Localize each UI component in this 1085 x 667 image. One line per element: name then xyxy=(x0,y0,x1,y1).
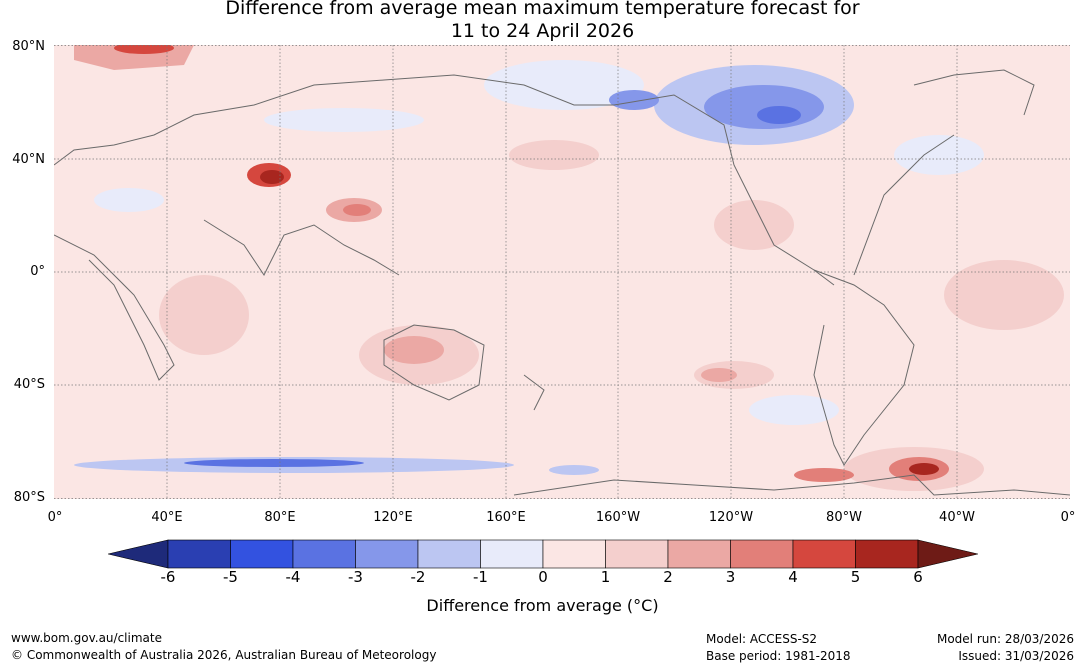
south-asia-coast xyxy=(203,219,400,276)
colorbar-cell xyxy=(230,539,294,569)
canada-cool-core xyxy=(757,106,801,124)
lon-label-120w: 120°W xyxy=(708,510,754,525)
antarctica-coast xyxy=(513,474,1070,496)
arabia-cool xyxy=(94,188,164,212)
china-warm-core xyxy=(343,204,371,216)
lon-label-0: 0° xyxy=(47,510,63,525)
lon-label-40w: 40°W xyxy=(939,510,975,525)
southern-ocean-cool-core xyxy=(184,459,364,467)
colorbar-cell xyxy=(542,539,606,569)
lat-label-40n: 40°N xyxy=(12,152,45,167)
coastlines xyxy=(54,69,1070,496)
colorbar-tick-label: 6 xyxy=(913,568,923,586)
colorbar-extend-high xyxy=(917,539,978,569)
footer-model-run: Model run: 28/03/2026 xyxy=(936,632,1074,646)
colorbar-cell xyxy=(855,539,919,569)
lat-label-0: 0° xyxy=(30,264,45,279)
peninsula-warm-core xyxy=(909,463,939,475)
colorbar-tick-label: -1 xyxy=(473,568,488,586)
africa-coast xyxy=(54,234,175,381)
lat-label-80n: 80°N xyxy=(12,39,45,54)
lon-label-160w: 160°W xyxy=(595,510,641,525)
north-pacific-cool xyxy=(484,60,644,110)
south-america-coast xyxy=(813,269,915,466)
lon-label-80w: 80°W xyxy=(826,510,862,525)
colorbar-tick-label: 3 xyxy=(725,568,736,586)
colorbar-tick-label: 2 xyxy=(663,568,673,586)
lon-label-40e: 40°E xyxy=(151,510,183,525)
footer-url[interactable]: www.bom.gov.au/climate xyxy=(11,631,162,645)
colorbar xyxy=(108,539,978,569)
graticule xyxy=(54,45,1070,499)
colorbar-tick-label: 4 xyxy=(788,568,798,586)
colorbar-tick-label: -3 xyxy=(348,568,363,586)
lon-label-80e: 80°E xyxy=(264,510,296,525)
colorbar-tick-label: -2 xyxy=(410,568,426,586)
lat-label-80s: 80°S xyxy=(13,490,45,505)
colorbar-tick-label: -6 xyxy=(160,568,176,586)
colorbar-cell xyxy=(292,539,356,569)
south-pacific-warm-core xyxy=(701,368,737,382)
colorbar-cell xyxy=(417,539,481,569)
colorbar-cells xyxy=(108,539,978,569)
bellingshausen-warm xyxy=(794,468,854,482)
colorbar-tick-label: 1 xyxy=(600,568,611,586)
north-atlantic-cool xyxy=(894,135,984,175)
india-warm-core xyxy=(260,170,284,184)
colorbar-tick-label: 5 xyxy=(850,568,861,586)
colorbar-cell xyxy=(667,539,731,569)
anomaly-field xyxy=(74,45,1064,491)
arctic-hot-spot xyxy=(114,45,174,54)
colorbar-tick-label: -5 xyxy=(223,568,238,586)
lon-label-160e: 160°E xyxy=(486,510,526,525)
north-america-west-coast xyxy=(613,94,835,286)
lon-label-120e: 120°E xyxy=(373,510,413,525)
colorbar-cell xyxy=(167,539,231,569)
footer-copyright: © Commonwealth of Australia 2026, Austra… xyxy=(11,648,437,662)
mexico-warm xyxy=(714,200,794,250)
north-pacific-warm xyxy=(509,140,599,170)
atlantic-warm xyxy=(944,260,1064,330)
lon-label-0-east: 0° xyxy=(1060,510,1076,525)
colorbar-cell xyxy=(355,539,419,569)
australia-warm-core xyxy=(384,336,444,364)
colorbar-label: Difference from average (°C) xyxy=(426,596,659,615)
alaska-cool xyxy=(609,90,659,110)
colorbar-tick-label: 0 xyxy=(538,568,548,586)
colorbar-cell xyxy=(605,539,669,569)
southeast-pacific-cool xyxy=(749,395,839,425)
anomaly-map xyxy=(54,45,1070,499)
siberia-cool xyxy=(264,108,424,132)
footer-issued: Issued: 31/03/2026 xyxy=(958,649,1074,663)
footer-model: Model: ACCESS-S2 xyxy=(706,632,818,646)
colorbar-cell xyxy=(792,539,856,569)
ross-sea-cool xyxy=(549,465,599,475)
footer-base-period: Base period: 1981-2018 xyxy=(706,649,851,663)
north-america-east-coast xyxy=(853,134,955,276)
africa-warm xyxy=(159,275,249,355)
new-zealand-coast xyxy=(523,374,545,411)
colorbar-extend-low xyxy=(108,539,169,569)
greenland-coast xyxy=(913,69,1035,116)
eurasia-north-coast xyxy=(54,74,614,166)
canada-cool-mid xyxy=(704,85,824,129)
colorbar-cell xyxy=(480,539,544,569)
map-title-line1: Difference from average mean maximum tem… xyxy=(225,0,860,19)
colorbar-tick-label: -4 xyxy=(285,568,301,586)
map-title-line2: 11 to 24 April 2026 xyxy=(450,20,635,42)
lat-label-40s: 40°S xyxy=(13,377,45,392)
colorbar-cell xyxy=(730,539,794,569)
